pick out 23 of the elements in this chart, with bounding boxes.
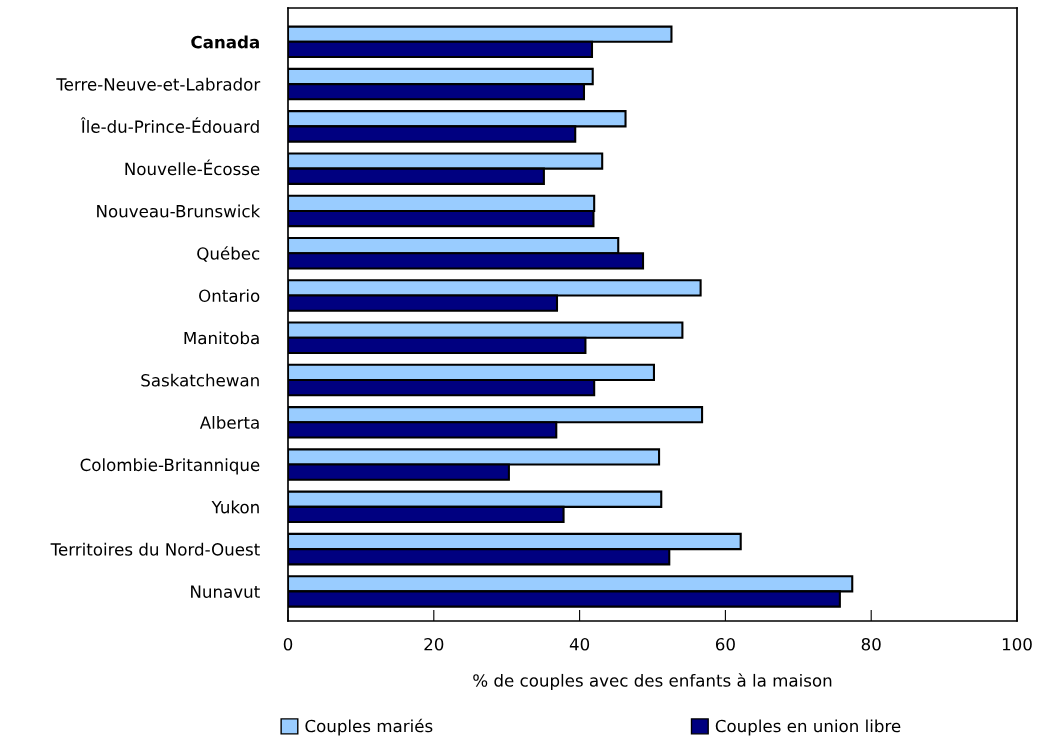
x-axis-title: % de couples avec des enfants à la maison <box>473 673 832 691</box>
x-tick-label: 20 <box>424 637 444 651</box>
x-tick-label: 0 <box>283 637 293 651</box>
y-tick-label: Manitoba <box>184 331 259 345</box>
y-tick-label: Ontario <box>199 289 260 303</box>
legend-label: Couples en union libre <box>715 719 901 736</box>
x-tick-label: 80 <box>861 637 881 651</box>
legend-label: Couples mariés <box>305 718 433 736</box>
y-tick-label: Canada <box>191 35 259 49</box>
y-tick-label: Colombie-Britannique <box>80 458 260 475</box>
x-tick-label: 60 <box>715 637 735 651</box>
y-tick-label: Alberta <box>199 415 259 429</box>
y-tick-label: Yukon <box>211 500 259 514</box>
x-tick-label: 40 <box>569 637 590 651</box>
y-tick-label: Terre-Neuve-et-Labrador <box>56 77 261 91</box>
x-tick-label: 100 <box>1002 637 1032 651</box>
y-tick-label: Nouveau-Brunswick <box>97 204 261 218</box>
y-tick-label: Île-du-Prince-Édouard <box>80 117 259 133</box>
y-tick-label: Nouvelle-Écosse <box>125 159 260 176</box>
y-tick-label: Saskatchewan <box>141 373 259 387</box>
y-tick-label: Nunavut <box>191 585 260 598</box>
y-tick-label: Territoires du Nord-Ouest <box>50 542 260 556</box>
y-tick-label: Québec <box>197 246 260 262</box>
